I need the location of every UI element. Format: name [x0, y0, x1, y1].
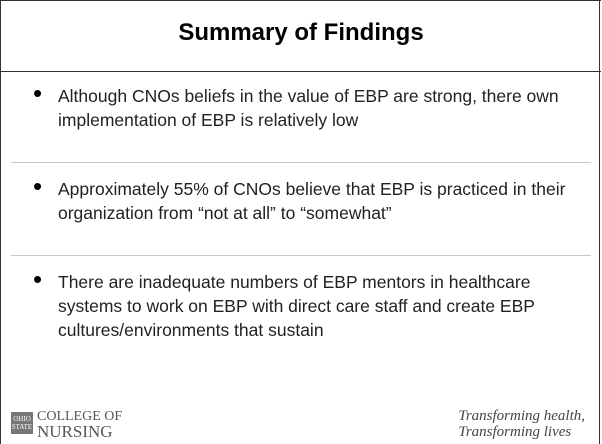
tagline: Transforming health, Transforming lives — [458, 408, 585, 440]
separator — [11, 255, 591, 256]
bullet-dot: • — [33, 78, 43, 108]
title-box: Summary of Findings — [1, 0, 601, 72]
footer: OHIO STATE COLLEGE OF NURSING Transformi… — [1, 404, 601, 444]
bullet-dot: • — [33, 171, 43, 201]
slide-title: Summary of Findings — [178, 19, 424, 46]
bullet-dot: • — [33, 264, 43, 294]
bullet-text: Approximately 55% of CNOs believe that E… — [58, 179, 566, 223]
logo: OHIO STATE — [11, 412, 33, 434]
tagline-line: Transforming lives — [458, 424, 572, 440]
college-line: NURSING — [37, 422, 113, 441]
bullet-text: Although CNOs beliefs in the value of EB… — [58, 86, 559, 130]
separator — [11, 162, 591, 163]
bullet-text: There are inadequate numbers of EBP ment… — [58, 272, 535, 340]
college-line: COLLEGE OF — [37, 409, 123, 424]
tagline-line: Transforming health, — [458, 408, 585, 424]
college-name: COLLEGE OF NURSING — [37, 409, 123, 441]
